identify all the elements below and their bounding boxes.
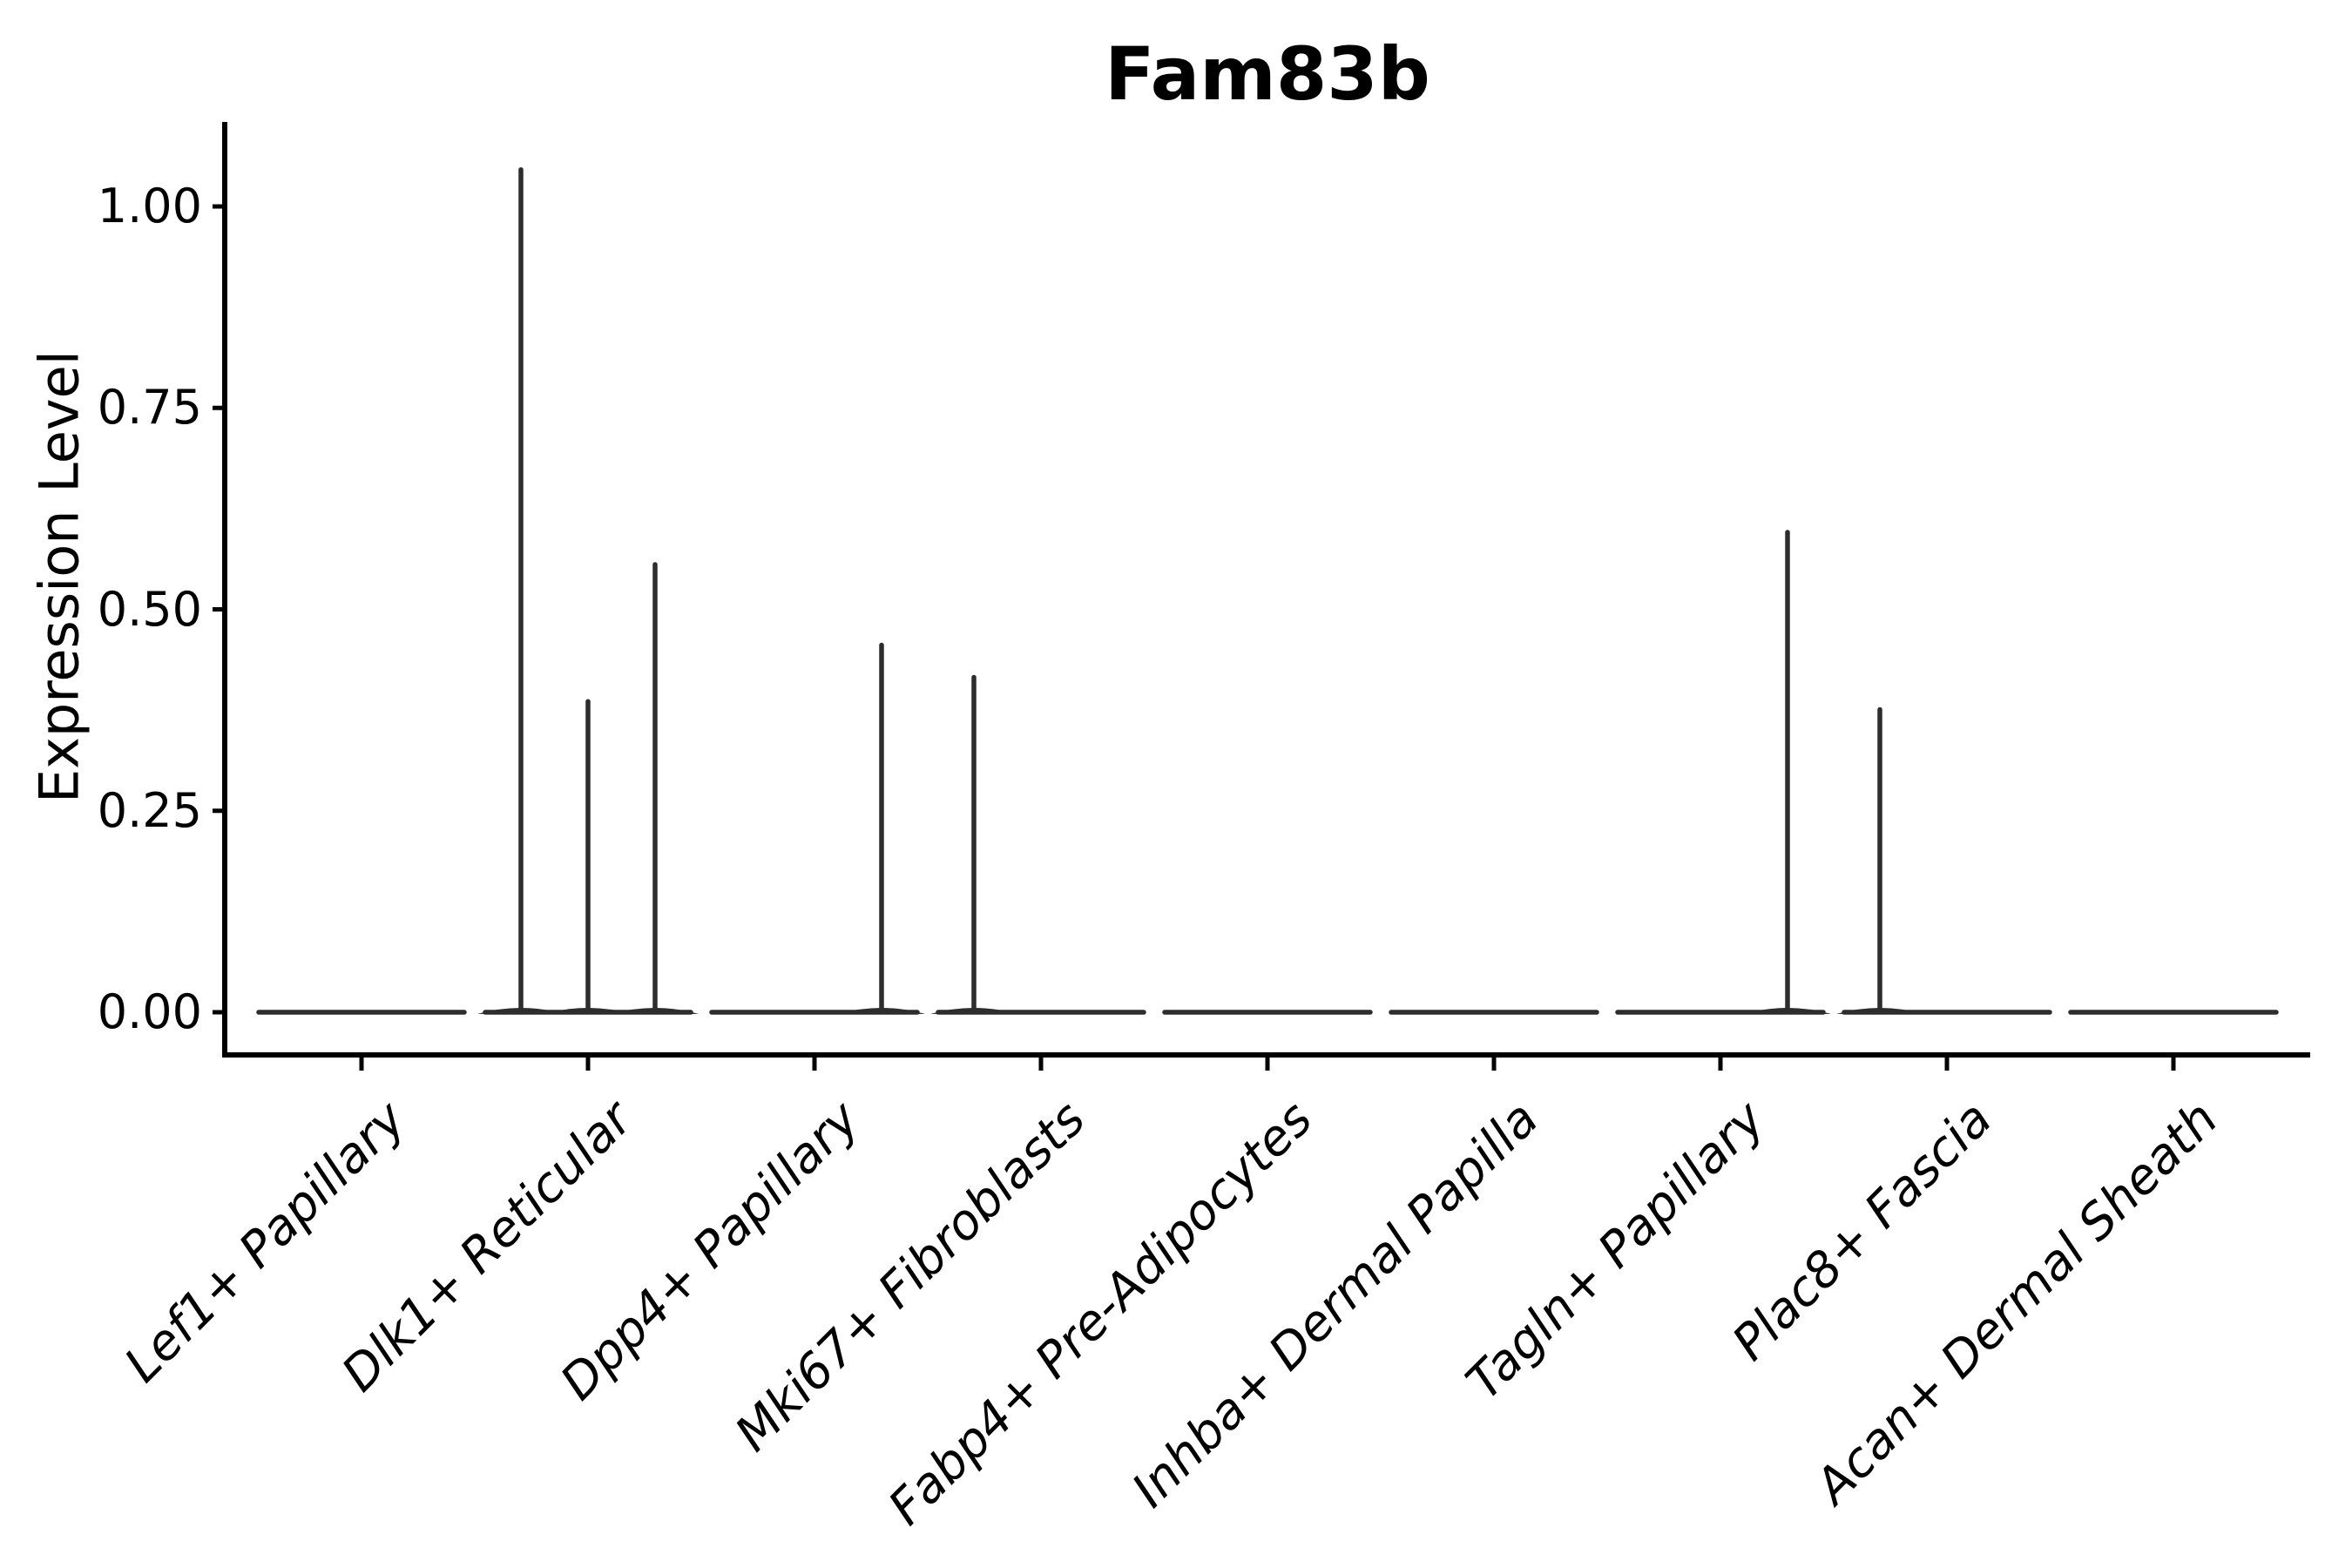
chart-title: Fam83b (1105, 31, 1430, 117)
y-tick-label: 0.50 (97, 581, 202, 637)
y-tick-label: 0.00 (97, 984, 202, 1039)
y-tick-label: 0.25 (97, 782, 202, 838)
y-tick-label: 0.75 (97, 380, 202, 436)
y-tick-label: 1.00 (97, 179, 202, 233)
